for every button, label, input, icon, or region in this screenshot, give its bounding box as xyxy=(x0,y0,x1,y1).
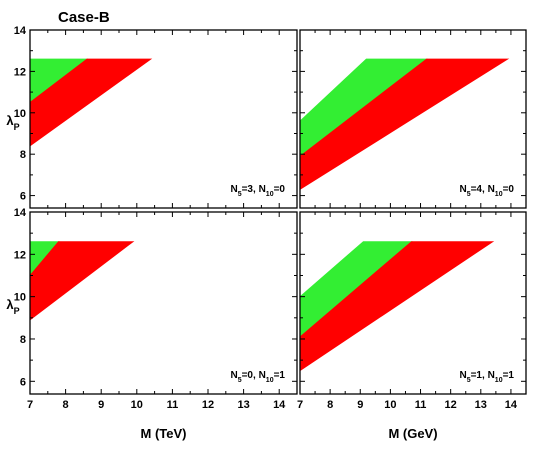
x-tick-label: 10 xyxy=(131,399,143,411)
x-tick-label: 12 xyxy=(445,399,457,411)
panel-annotation: N5=4, N10=0 xyxy=(459,184,514,198)
x-tick-label: 14 xyxy=(273,399,286,411)
x-tick-label: 13 xyxy=(237,399,249,411)
panel-annotation: N5=1, N10=1 xyxy=(459,370,514,384)
y-tick-label: 10 xyxy=(14,292,26,304)
panel-frame-top-left xyxy=(29,29,298,209)
panel-frame-bottom-right xyxy=(299,211,527,395)
y-tick-label: 14 xyxy=(14,207,27,219)
y-tick-label: 12 xyxy=(14,249,26,261)
x-tick-label: 9 xyxy=(98,399,104,411)
x-tick-label: 9 xyxy=(357,399,363,411)
x-tick-label: 8 xyxy=(63,399,69,411)
panel-annotation: N5=0, N10=1 xyxy=(230,370,285,384)
x-tick-label: 7 xyxy=(27,399,33,411)
y-tick-label: 6 xyxy=(20,376,26,388)
x-tick-label: 8 xyxy=(327,399,333,411)
panel-annotation: N5=3, N10=0 xyxy=(230,184,285,198)
y-tick-label: 8 xyxy=(20,334,26,346)
x-axis-label: M (GeV) xyxy=(388,426,437,441)
x-tick-label: 10 xyxy=(384,399,396,411)
x-axis-label: M (TeV) xyxy=(141,426,187,441)
x-tick-label: 7 xyxy=(297,399,303,411)
x-tick-label: 14 xyxy=(505,399,518,411)
panel-frame-top-right xyxy=(299,29,527,209)
y-tick-label: 12 xyxy=(14,66,26,78)
y-axis-label: λP xyxy=(6,113,19,132)
chart-title: Case-B xyxy=(58,9,110,26)
x-tick-label: 11 xyxy=(167,399,179,411)
y-axis-label: λP xyxy=(6,297,19,316)
y-tick-label: 14 xyxy=(14,25,27,37)
panel-frame-bottom-left xyxy=(29,211,298,395)
y-tick-label: 8 xyxy=(20,149,26,161)
y-tick-label: 6 xyxy=(20,191,26,203)
x-tick-label: 11 xyxy=(415,399,427,411)
x-tick-label: 12 xyxy=(202,399,214,411)
y-tick-label: 10 xyxy=(14,108,26,120)
x-tick-label: 13 xyxy=(475,399,487,411)
